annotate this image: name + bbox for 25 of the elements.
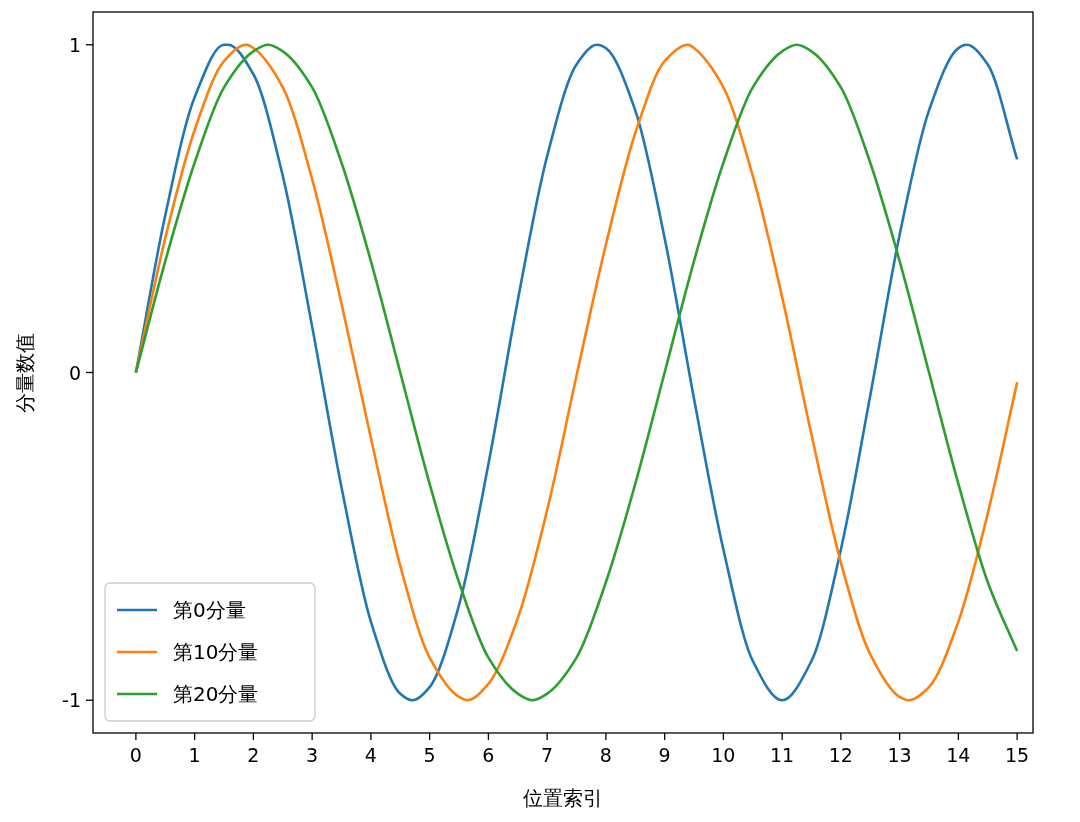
- legend-label: 第20分量: [173, 682, 259, 706]
- x-tick-label: 10: [711, 744, 736, 766]
- x-tick-label: 1: [188, 744, 201, 766]
- legend-label: 第0分量: [173, 598, 246, 622]
- x-tick-label: 13: [887, 744, 912, 766]
- x-axis-title: 位置索引: [523, 786, 603, 810]
- x-tick-label: 0: [129, 744, 142, 766]
- x-tick-label: 5: [423, 744, 436, 766]
- x-tick-label: 7: [541, 744, 554, 766]
- x-tick-label: 9: [658, 744, 671, 766]
- x-tick-label: 11: [770, 744, 795, 766]
- x-tick-label: 4: [364, 744, 377, 766]
- x-tick-label: 2: [247, 744, 260, 766]
- y-axis-title: 分量数值: [13, 332, 37, 413]
- y-tick-label: -1: [62, 689, 81, 712]
- legend-label: 第10分量: [173, 640, 259, 664]
- x-tick-label: 6: [482, 744, 495, 766]
- x-tick-label: 8: [599, 744, 612, 766]
- line-series: [134, 43, 1019, 702]
- x-tick-label: 15: [1005, 744, 1030, 766]
- y-tick-label: 0: [68, 361, 81, 384]
- y-tick-label: 1: [68, 33, 81, 56]
- x-tick-label: 3: [306, 744, 319, 766]
- x-tick-label: 14: [946, 744, 971, 766]
- x-tick-label: 12: [828, 744, 853, 766]
